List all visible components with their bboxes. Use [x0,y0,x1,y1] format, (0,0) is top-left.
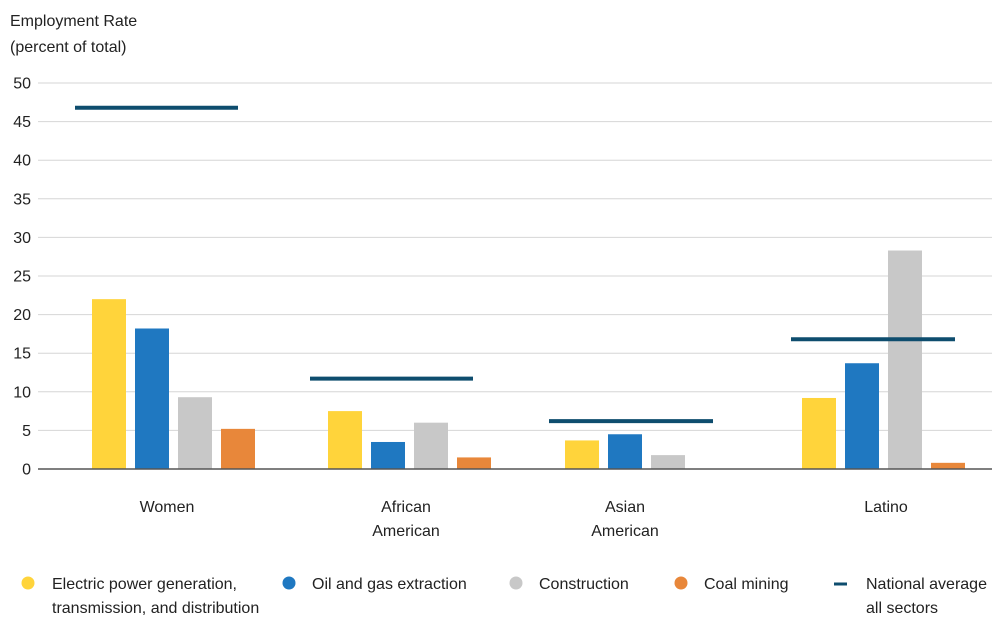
y-tick-label: 15 [13,346,31,363]
y-axis-title-line-2: (percent of total) [10,39,127,56]
y-axis-ticks: 0 5 10 15 20 25 30 35 40 45 50 [13,76,31,479]
legend-label: Construction [539,576,629,593]
bar [328,411,362,469]
category-label: African [381,499,431,516]
y-tick-label: 10 [13,384,31,401]
legend-label: Coal mining [704,576,788,593]
bar [92,299,126,469]
bars [92,250,965,469]
category-label: Latino [864,499,908,516]
legend-marker [282,576,296,590]
y-tick-label: 25 [13,269,31,286]
category-label: Women [140,499,195,516]
bar [457,457,491,469]
y-tick-label: 35 [13,191,31,208]
bar [845,363,879,469]
bar [414,422,448,469]
y-tick-label: 20 [13,307,31,324]
legend-label: National average [866,576,987,593]
legend-label: Electric power generation, [52,576,237,593]
legend-marker [21,576,35,590]
category-label: American [372,523,440,540]
y-tick-label: 50 [13,76,31,93]
bar [178,397,212,469]
bar [608,434,642,469]
bar [802,397,836,469]
gridlines [38,82,992,431]
y-axis-title-line-1: Employment Rate [10,13,137,30]
y-tick-label: 30 [13,230,31,247]
legend-marker [509,576,523,590]
bar [135,328,169,469]
y-tick-label: 0 [22,462,31,479]
category-label: American [591,523,659,540]
legend-marker [674,576,688,590]
y-tick-label: 45 [13,114,31,131]
legend-label: Oil and gas extraction [312,576,467,593]
bar [565,440,599,469]
bar [371,441,405,469]
y-tick-label: 5 [22,423,31,440]
bar [888,250,922,469]
y-tick-label: 40 [13,153,31,170]
category-label: Asian [605,499,645,516]
legend-label: transmission, and distribution [52,600,259,617]
bar [931,462,965,469]
bar [221,428,255,469]
category-labels: Women African American Asian American Latino [140,499,908,540]
national-average-lines [75,105,955,424]
legend-label: all sectors [866,600,938,617]
legend: Electric power generation, transmission, … [21,576,987,617]
bar [651,455,685,469]
y-axis-title: Employment Rate (percent of total) [10,13,137,56]
